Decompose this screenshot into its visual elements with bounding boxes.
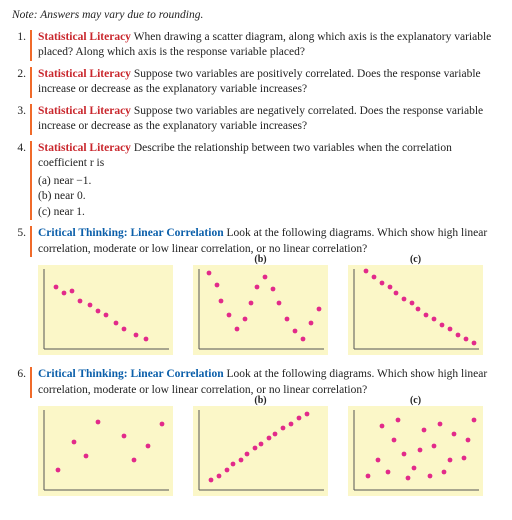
note-text: Note: Answers may vary due to rounding.: [12, 8, 500, 24]
question-text: Critical Thinking: Linear Correlation Lo…: [38, 226, 500, 257]
question-subpart: (c) near 1.: [38, 205, 500, 221]
diagram-row: (b)(c): [38, 406, 500, 496]
question-body: Statistical Literacy When drawing a scat…: [38, 30, 500, 61]
question-body: Statistical Literacy Describe the relati…: [38, 141, 500, 221]
question-body: Critical Thinking: Linear Correlation Lo…: [38, 226, 500, 257]
diagram-label: (c): [410, 253, 421, 267]
question-topic: Statistical Literacy: [38, 68, 131, 80]
question-bar: [30, 141, 32, 221]
question-item: 2. Statistical Literacy Suppose two varia…: [12, 67, 500, 98]
diagram-label: (b): [254, 394, 266, 408]
question-bar: [30, 226, 32, 257]
question-body: Statistical Literacy Suppose two variabl…: [38, 104, 500, 135]
scatter-diagram: [38, 406, 173, 496]
question-number: 3.: [12, 104, 30, 135]
question-body: Statistical Literacy Suppose two variabl…: [38, 67, 500, 98]
question-bar: [30, 30, 32, 61]
question-text: Statistical Literacy Suppose two variabl…: [38, 67, 500, 98]
question-text: Statistical Literacy Describe the relati…: [38, 141, 500, 172]
question-topic: Statistical Literacy: [38, 105, 131, 117]
diagram-label: (b): [254, 253, 266, 267]
question-number: 6.: [12, 367, 30, 398]
question-subpart: (a) near −1.: [38, 174, 500, 190]
question-bar: [30, 367, 32, 398]
question-topic: Statistical Literacy: [38, 31, 131, 43]
question-number: 1.: [12, 30, 30, 61]
question-item: 4. Statistical Literacy Describe the rela…: [12, 141, 500, 221]
question-subparts: (a) near −1.(b) near 0.(c) near 1.: [38, 174, 500, 221]
question-item: 3. Statistical Literacy Suppose two varia…: [12, 104, 500, 135]
scatter-diagram: (c): [348, 406, 483, 496]
diagram-label: (c): [410, 394, 421, 408]
question-text: Critical Thinking: Linear Correlation Lo…: [38, 367, 500, 398]
question-body: Critical Thinking: Linear Correlation Lo…: [38, 367, 500, 398]
question-list: 1. Statistical Literacy When drawing a sc…: [12, 30, 500, 497]
question-text: Statistical Literacy When drawing a scat…: [38, 30, 500, 61]
question-bar: [30, 67, 32, 98]
question-text: Statistical Literacy Suppose two variabl…: [38, 104, 500, 135]
question-topic: Statistical Literacy: [38, 142, 131, 154]
scatter-diagram: (b): [193, 406, 328, 496]
question-topic: Critical Thinking: Linear Correlation: [38, 227, 224, 239]
scatter-diagram: [38, 265, 173, 355]
question-bar: [30, 104, 32, 135]
question-item: 1. Statistical Literacy When drawing a sc…: [12, 30, 500, 61]
scatter-diagram: (c): [348, 265, 483, 355]
diagram-row: (b)(c): [38, 265, 500, 355]
question-number: 5.: [12, 226, 30, 257]
question-subpart: (b) near 0.: [38, 189, 500, 205]
scatter-diagram: (b): [193, 265, 328, 355]
question-topic: Critical Thinking: Linear Correlation: [38, 368, 224, 380]
question-number: 2.: [12, 67, 30, 98]
question-number: 4.: [12, 141, 30, 221]
